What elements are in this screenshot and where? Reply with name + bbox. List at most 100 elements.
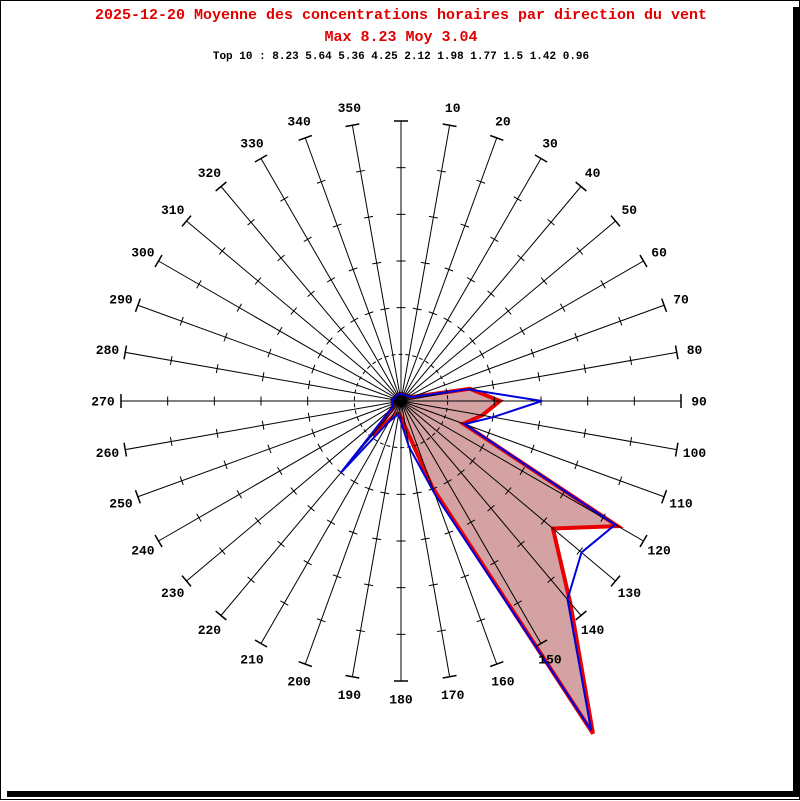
direction-label-110: 110 — [669, 496, 693, 511]
tick-280-2 — [307, 380, 311, 390]
tick-20-2 — [428, 311, 438, 316]
end-cap-340 — [298, 134, 313, 141]
tick-80-2 — [491, 380, 495, 390]
tick-40-2 — [457, 326, 465, 333]
tick-110-2 — [486, 428, 491, 438]
tick-110-5 — [618, 476, 623, 486]
tick-30-2 — [443, 317, 452, 323]
tick-230-4 — [254, 517, 262, 525]
tick-150-2 — [443, 479, 452, 485]
direction-label-340: 340 — [287, 115, 311, 130]
end-cap-50 — [610, 215, 621, 227]
end-cap-130 — [610, 575, 621, 587]
direction-label-300: 300 — [131, 246, 155, 261]
tick-320-2 — [337, 326, 345, 333]
tick-110-3 — [530, 444, 535, 454]
tick-190-3 — [372, 537, 382, 541]
tick-210-3 — [326, 519, 336, 525]
tick-330-5 — [280, 196, 289, 202]
end-cap-260 — [123, 442, 128, 457]
direction-label-290: 290 — [109, 293, 133, 308]
tick-150-4 — [490, 559, 499, 566]
tick-310-5 — [218, 247, 226, 255]
tick-350-2 — [380, 307, 390, 311]
tick-340-3 — [348, 267, 358, 272]
tick-120-3 — [519, 466, 525, 476]
end-cap-190 — [345, 674, 360, 679]
frame-shadow-right — [793, 7, 799, 796]
end-cap-350 — [345, 123, 360, 128]
tick-250-5 — [179, 476, 184, 486]
tick-310-3 — [290, 307, 298, 315]
tick-190-2 — [380, 491, 390, 495]
tick-140-4 — [517, 540, 525, 548]
end-cap-250 — [134, 489, 141, 504]
tick-10-3 — [420, 261, 430, 265]
tick-40-4 — [517, 254, 525, 262]
direction-label-190: 190 — [338, 688, 362, 703]
tick-170-3 — [420, 537, 430, 541]
tick-170-2 — [412, 491, 422, 495]
tick-330-4 — [303, 236, 312, 243]
tick-240-3 — [277, 466, 283, 476]
end-cap-80 — [674, 345, 679, 360]
tick-50-3 — [504, 307, 512, 315]
tick-220-3 — [307, 504, 315, 512]
tick-30-4 — [490, 236, 499, 243]
tick-80-5 — [629, 355, 633, 366]
tick-170-4 — [428, 583, 438, 587]
tick-190-5 — [355, 629, 366, 633]
tick-290-4 — [223, 332, 228, 342]
tick-200-4 — [332, 574, 342, 579]
tick-300-5 — [196, 280, 202, 289]
tick-300-3 — [277, 326, 283, 336]
tick-80-3 — [537, 372, 541, 382]
tick-50-2 — [469, 337, 476, 345]
tick-280-4 — [215, 364, 219, 374]
direction-label-120: 120 — [647, 544, 671, 559]
tick-260-3 — [261, 420, 265, 430]
center-hub — [395, 395, 407, 407]
tick-250-3 — [267, 444, 272, 454]
end-cap-280 — [123, 345, 128, 360]
tick-140-3 — [487, 504, 495, 512]
tick-230-3 — [290, 487, 298, 495]
tick-260-2 — [307, 412, 311, 422]
end-cap-100 — [674, 442, 679, 457]
tick-340-2 — [364, 311, 374, 316]
tick-260-5 — [169, 436, 173, 447]
end-cap-10 — [442, 123, 457, 128]
tick-160-3 — [444, 530, 454, 535]
tick-230-2 — [326, 457, 333, 465]
tick-130-2 — [469, 457, 476, 465]
tick-250-4 — [223, 460, 228, 470]
direction-label-50: 50 — [621, 203, 637, 218]
end-cap-110 — [661, 489, 668, 504]
tick-10-4 — [428, 215, 438, 219]
tick-280-5 — [169, 355, 173, 366]
tick-160-5 — [476, 618, 486, 623]
tick-70-5 — [618, 316, 623, 326]
tick-240-2 — [317, 443, 323, 452]
tick-60-5 — [600, 280, 606, 289]
tick-20-3 — [444, 267, 454, 272]
tick-290-3 — [267, 348, 272, 358]
tick-30-3 — [466, 277, 476, 283]
end-cap-240 — [154, 534, 163, 548]
tick-310-2 — [326, 337, 333, 345]
tick-100-4 — [583, 428, 587, 438]
tick-320-3 — [307, 290, 315, 298]
series-serie-bleue — [339, 388, 617, 731]
tick-70-2 — [486, 364, 491, 374]
tick-300-2 — [317, 350, 323, 359]
tick-200-5 — [316, 618, 326, 623]
tick-110-4 — [574, 460, 579, 470]
direction-label-140: 140 — [581, 623, 605, 638]
direction-label-250: 250 — [109, 496, 133, 511]
direction-label-60: 60 — [651, 246, 667, 261]
tick-120-2 — [479, 443, 485, 452]
tick-220-4 — [277, 540, 285, 548]
end-cap-60 — [639, 254, 648, 268]
tick-80-4 — [583, 364, 587, 374]
